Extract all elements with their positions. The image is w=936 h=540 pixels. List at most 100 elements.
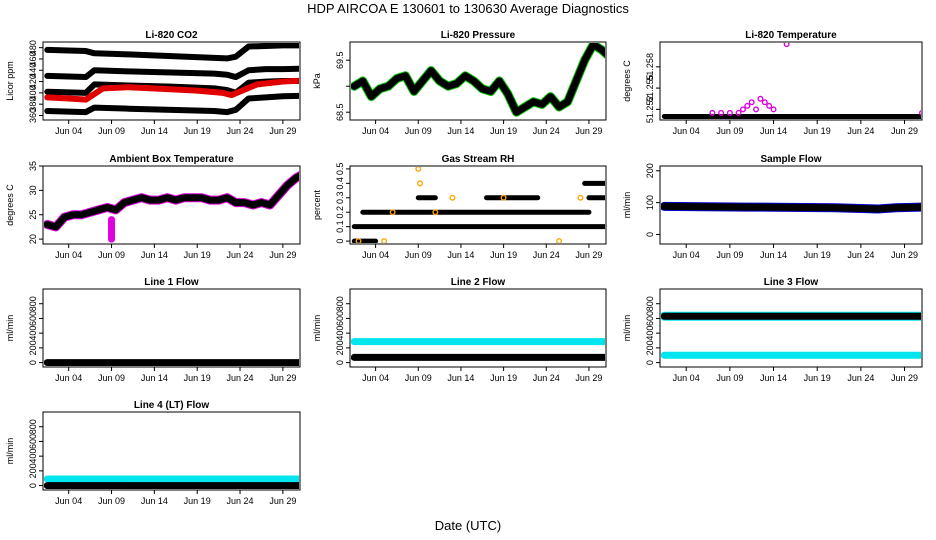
y-tick-label: 400	[335, 326, 345, 341]
x-tick-label: Jun 09	[405, 126, 432, 136]
point-excursions	[744, 102, 751, 109]
x-tick-label: Jun 29	[891, 373, 918, 383]
point-excursions	[735, 109, 742, 116]
x-tick-label: Jun 04	[55, 496, 82, 506]
x-tick-label: Jun 19	[804, 126, 831, 136]
x-tick-label: Jun 19	[490, 126, 517, 136]
panel-ambient: Ambient Box Temperature Jun 04 Jun 09 Jun 1…	[5, 154, 301, 260]
point-excursions	[761, 99, 768, 106]
x-tick-label: Jun 24	[227, 496, 254, 506]
y-tick-label: 360	[28, 108, 38, 123]
plot-frame	[349, 165, 607, 245]
x-tick-label: Jun 14	[760, 373, 787, 383]
series-sample	[661, 202, 921, 213]
x-tick-label: Jun 24	[227, 250, 254, 260]
panel-pressure: Li-820 Pressure Jun 04 Jun 09 Jun 14 Jun 19 J…	[312, 30, 607, 136]
x-tick-label: Jun 29	[891, 250, 918, 260]
y-tick-label: 200	[28, 340, 38, 355]
plot-frame	[349, 41, 607, 121]
plot-frame	[659, 41, 923, 121]
plot-frame	[659, 165, 923, 245]
series-group	[661, 311, 921, 359]
y-tick-label: 800	[28, 296, 38, 311]
point-alt	[355, 238, 362, 243]
point-excursions	[748, 99, 755, 106]
series-group	[661, 201, 921, 214]
x-tick-label: Jun 24	[533, 250, 560, 260]
y-tick-label: 400	[28, 449, 38, 464]
x-tick-label: Jun 29	[891, 126, 918, 136]
x-tick-label: Jun 04	[55, 126, 82, 136]
x-tick-label: Jun 14	[447, 250, 474, 260]
x-tick-label: Jun 14	[141, 126, 168, 136]
point-excursions	[739, 106, 746, 113]
x-tick-label: Jun 04	[55, 373, 82, 383]
y-tick-label: 200	[645, 163, 655, 178]
point-excursions	[726, 109, 733, 116]
point-excursions	[718, 109, 725, 116]
plot-frame	[42, 288, 301, 368]
panel-title: Li-820 Temperature	[745, 30, 837, 41]
x-tick-label: Jun 29	[269, 126, 296, 136]
panel-line4: Line 4 (LT) Flow Jun 04 Jun 09 Jun 14 Jun 19…	[5, 400, 301, 506]
x-tick-label: Jun 24	[227, 373, 254, 383]
panels: Li-820 CO2 Jun 04 Jun 09 Jun 14 Jun 19 Jun 24…	[5, 30, 923, 506]
series-std2	[44, 65, 299, 81]
x-tick-label: Jun 14	[447, 373, 474, 383]
plot-frame	[42, 41, 301, 121]
x-tick-label: Jun 29	[269, 496, 296, 506]
x-tick-label: Jun 04	[673, 250, 700, 260]
y-tick-label: 440	[28, 63, 38, 78]
y-tick-label: 480	[28, 40, 38, 55]
y-axis-label: ml/min	[5, 315, 15, 342]
figure-title: HDP AIRCOA E 130601 to 130630 Average Di…	[307, 1, 629, 16]
series-std4	[44, 92, 299, 116]
y-tick-label: 0	[28, 483, 38, 488]
y-tick-label: 800	[335, 296, 345, 311]
y-tick-label: 0.2	[335, 206, 345, 219]
y-tick-label: 0	[335, 360, 345, 365]
x-tick-label: Jun 09	[98, 126, 125, 136]
x-tick-label: Jun 24	[847, 126, 874, 136]
y-tick-label: 51.258	[645, 53, 655, 81]
x-tick-label: Jun 09	[716, 126, 743, 136]
point-excursions	[753, 106, 760, 113]
x-tick-label: Jun 19	[184, 250, 211, 260]
x-tick-label: Jun 24	[847, 250, 874, 260]
point-alt	[577, 194, 584, 201]
x-tick-label: Jun 29	[575, 250, 602, 260]
y-axis-label: ml/min	[622, 192, 632, 219]
y-axis-label: degrees C	[622, 60, 632, 102]
x-tick-label: Jun 19	[490, 373, 517, 383]
panel-co2: Li-820 CO2 Jun 04 Jun 09 Jun 14 Jun 19 Jun 24…	[5, 30, 301, 136]
y-tick-label: 20	[28, 234, 38, 244]
series-group	[351, 43, 605, 117]
y-axis-label: percent	[312, 189, 322, 220]
y-tick-label: 200	[28, 463, 38, 478]
y-axis-label: kPa	[312, 73, 322, 89]
y-axis-label: Licor ppm	[5, 61, 15, 101]
y-axis-label: degrees C	[5, 184, 15, 226]
point-alt	[556, 238, 563, 243]
x-tick-label: Jun 09	[98, 496, 125, 506]
point-alt	[416, 180, 423, 187]
panel-title: Line 2 Flow	[451, 277, 506, 288]
point-excursions	[919, 110, 921, 116]
panel-title: Li-820 CO2	[145, 30, 198, 41]
panel-rh: Gas Stream RH Jun 04 Jun 09 Jun 14 Jun 19 Jun…	[312, 154, 607, 260]
panel-title: Line 4 (LT) Flow	[134, 400, 210, 411]
y-tick-label: 51.255	[645, 74, 655, 102]
x-tick-label: Jun 29	[269, 373, 296, 383]
point-excursions	[709, 109, 716, 116]
x-tick-label: Jun 29	[575, 373, 602, 383]
point-alt	[432, 209, 439, 216]
panel-temp820: Li-820 Temperature Jun 04 Jun 09 Jun 14 Jun …	[622, 30, 923, 136]
x-tick-label: Jun 04	[362, 126, 389, 136]
x-tick-label: Jun 04	[55, 250, 82, 260]
y-tick-label: 400	[28, 326, 38, 341]
x-tick-label: Jun 04	[362, 373, 389, 383]
x-tick-label: Jun 24	[227, 126, 254, 136]
y-tick-label: 30	[28, 185, 38, 195]
y-tick-label: 420	[28, 74, 38, 89]
